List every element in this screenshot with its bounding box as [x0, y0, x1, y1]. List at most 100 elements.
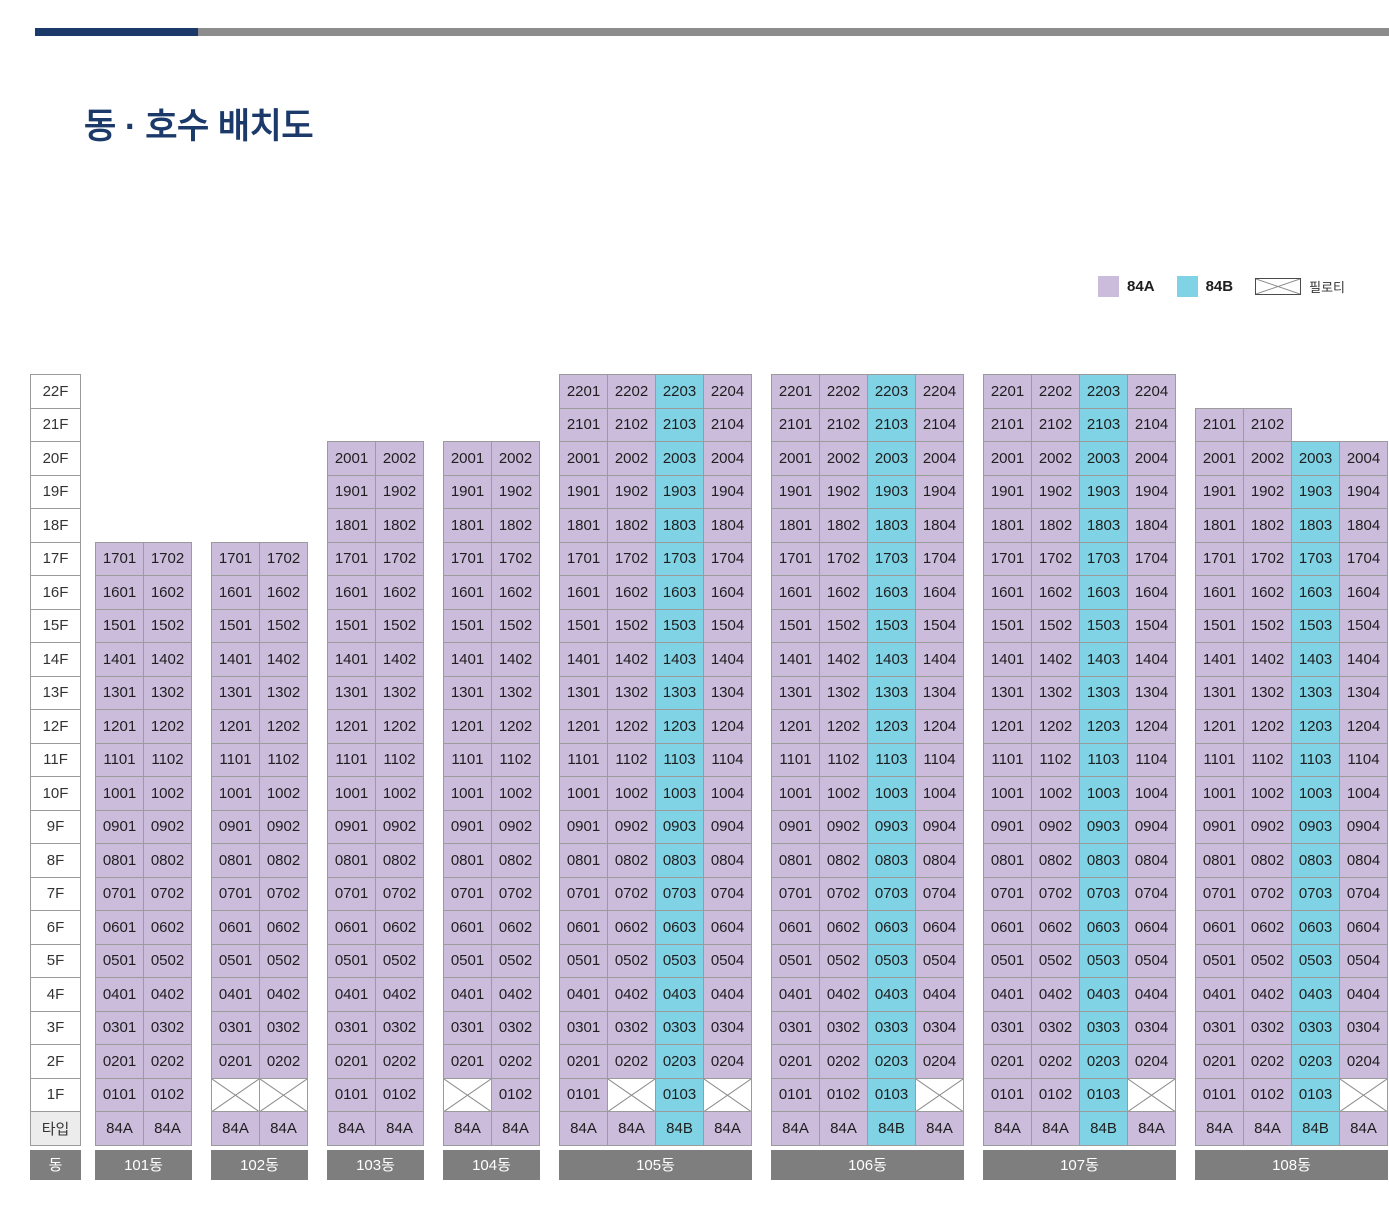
floor-label: 18F [30, 508, 81, 543]
unit-cell: 1503 [1291, 608, 1340, 643]
floor-row: 0501 0502 0503 0504 [1195, 943, 1388, 978]
unit-cell: 0202 [607, 1044, 656, 1079]
unit-cell: 1203 [867, 709, 916, 744]
unit-cell: 1801 [1195, 508, 1244, 543]
unit-cell: 0201 [983, 1044, 1032, 1079]
unit-cell: 0103 [1291, 1077, 1340, 1112]
unit-cell: 1304 [703, 675, 752, 710]
unit-cell: 1802 [607, 508, 656, 543]
unit-cell: 0202 [375, 1044, 424, 1079]
floor-row: 1201 1202 [327, 709, 424, 744]
unit-cell: 0902 [607, 809, 656, 844]
floor-row: 0601 0602 [443, 910, 540, 945]
unit-cell: 1501 [559, 608, 608, 643]
building-block: 2001 2002 1901 1902 1801 1802 1701 1702 1601 1602… [443, 441, 540, 1180]
unit-cell: 0703 [655, 876, 704, 911]
unit-cell: 1101 [771, 742, 820, 777]
unit-cell: 2104 [1127, 407, 1176, 442]
unit-cell: 1101 [95, 742, 144, 777]
unit-cell: 1401 [211, 642, 260, 677]
type-row: 84A 84A 84B 84A [771, 1111, 964, 1146]
floor-row: 2101 2102 [1195, 407, 1388, 442]
unit-cell: 1701 [443, 541, 492, 576]
unit-cell: 0802 [607, 843, 656, 878]
unit-cell: 1402 [1031, 642, 1080, 677]
unit-cell: 1801 [327, 508, 376, 543]
floor-row: 0401 0402 [211, 977, 308, 1012]
unit-cell: 1404 [1339, 642, 1388, 677]
unit-cell: 0103 [655, 1077, 704, 1112]
unit-cell: 0902 [819, 809, 868, 844]
unit-cell: 1201 [559, 709, 608, 744]
floor-label: 7F [30, 876, 81, 911]
type-row: 84A 84A 84B 84A [983, 1111, 1176, 1146]
unit-cell: 0504 [1127, 943, 1176, 978]
unit-cell: 2202 [819, 374, 868, 409]
unit-cell: 0301 [211, 1010, 260, 1045]
unit-cell: 0501 [1195, 943, 1244, 978]
floor-label-row: 14F [30, 642, 81, 677]
type-cell: 84A [259, 1111, 308, 1146]
unit-cell: 0602 [1031, 910, 1080, 945]
unit-cell: 1002 [1031, 776, 1080, 811]
unit-cell: 1602 [1243, 575, 1292, 610]
type-cell: 84A [95, 1111, 144, 1146]
unit-cell: 1301 [1195, 675, 1244, 710]
type-cell: 84A [703, 1111, 752, 1146]
floor-row: 1601 1602 1603 1604 [1195, 575, 1388, 610]
unit-cell: 0603 [1291, 910, 1340, 945]
floor-row: 0102 [443, 1077, 540, 1112]
unit-cell: 1102 [1031, 742, 1080, 777]
floor-row: 0301 0302 0303 0304 [983, 1010, 1176, 1045]
unit-cell: 1302 [143, 675, 192, 710]
unit-cell: 1304 [1339, 675, 1388, 710]
floor-row: 1201 1202 [211, 709, 308, 744]
unit-cell: 1704 [1339, 541, 1388, 576]
unit-cell: 1102 [1243, 742, 1292, 777]
unit-cell: 1302 [259, 675, 308, 710]
floor-row: 2001 2002 [327, 441, 424, 476]
floor-row: 2201 2202 2203 2204 [771, 374, 964, 409]
floor-row: 2101 2102 2103 2104 [771, 407, 964, 442]
unit-cell: 0304 [703, 1010, 752, 1045]
unit-cell: 1804 [1339, 508, 1388, 543]
floor-label: 9F [30, 809, 81, 844]
unit-cell: 1202 [607, 709, 656, 744]
unit-cell: 1404 [1127, 642, 1176, 677]
unit-cell: 0501 [327, 943, 376, 978]
unit-cell: 1002 [259, 776, 308, 811]
floor-row: 1101 1102 [211, 742, 308, 777]
floor-row: 0301 0302 [327, 1010, 424, 1045]
floor-row: 1401 1402 1403 1404 [559, 642, 752, 677]
unit-cell: 1703 [1079, 541, 1128, 576]
unit-cell: 0403 [867, 977, 916, 1012]
unit-cell: 0801 [443, 843, 492, 878]
unit-cell: 0202 [491, 1044, 540, 1079]
floor-row: 1201 1202 [95, 709, 192, 744]
unit-cell: 0203 [867, 1044, 916, 1079]
unit-cell: 1102 [491, 742, 540, 777]
unit-cell: 0602 [259, 910, 308, 945]
floor-label-row: 19F [30, 474, 81, 509]
unit-cell: 0402 [143, 977, 192, 1012]
floor-row: 1701 1702 1703 1704 [559, 541, 752, 576]
unit-cell: 1602 [375, 575, 424, 610]
unit-cell: 1902 [375, 474, 424, 509]
unit-cell: 0301 [771, 1010, 820, 1045]
unit-cell: 0903 [1079, 809, 1128, 844]
legend-label: 84A [1127, 278, 1155, 295]
type-cell: 84A [771, 1111, 820, 1146]
building-block: 2201 2202 2203 2204 2101 2102 2103 2104 2001 2002… [983, 374, 1176, 1180]
unit-cell: 0604 [1339, 910, 1388, 945]
unit-cell: 2104 [703, 407, 752, 442]
unit-cell: 0701 [983, 876, 1032, 911]
unit-cell: 1802 [491, 508, 540, 543]
floor-row: 0401 0402 [95, 977, 192, 1012]
floor-row: 0601 0602 0603 0604 [559, 910, 752, 945]
unit-cell: 0301 [327, 1010, 376, 1045]
unit-cell: 0401 [211, 977, 260, 1012]
floor-row: 1101 1102 1103 1104 [983, 742, 1176, 777]
floor-label-row: 7F [30, 876, 81, 911]
unit-cell: 2002 [819, 441, 868, 476]
unit-cell: 1003 [1079, 776, 1128, 811]
